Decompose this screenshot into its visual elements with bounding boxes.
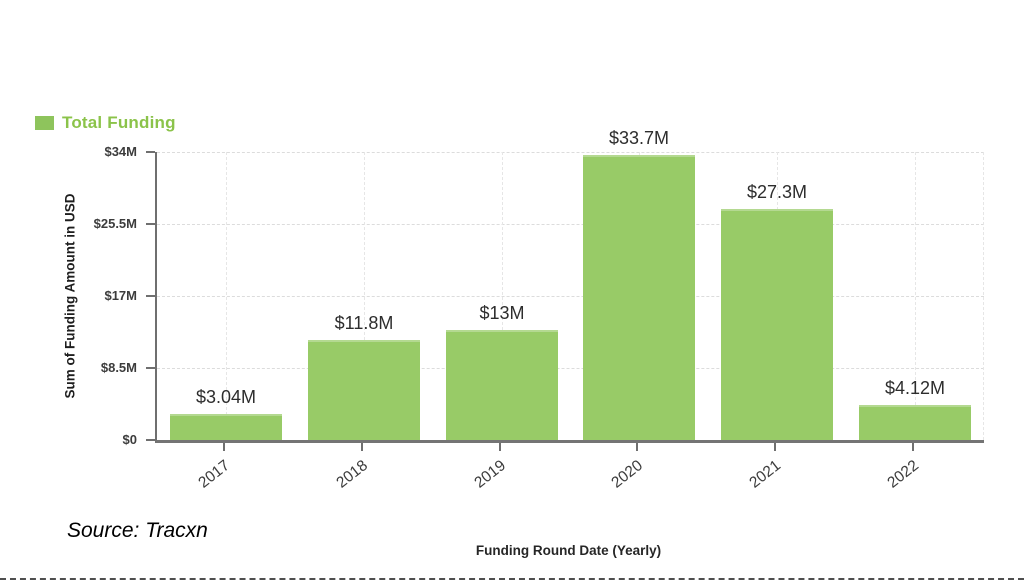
bar-value-label: $27.3M <box>746 182 808 202</box>
h-gridline <box>157 224 984 225</box>
y-tick-mark <box>146 367 155 369</box>
v-gridline <box>915 152 917 440</box>
x-tick-label: 2020 <box>607 457 646 492</box>
x-axis-tick-labels: 2017 2018 2019 2020 2021 2022 <box>155 443 982 518</box>
x-tick-mark <box>774 443 776 451</box>
h-gridline <box>157 152 984 153</box>
y-tick-label: $25.5M <box>93 216 137 231</box>
bar-value-label: $4.12M <box>884 378 946 398</box>
y-axis-tick-labels: $0 $8.5M $17M $25.5M $34M <box>0 144 147 447</box>
bar-value-label: $33.7M <box>608 128 670 148</box>
bar <box>308 340 420 440</box>
y-tick-label: $34M <box>104 144 137 159</box>
x-tick-mark <box>636 443 638 451</box>
v-gridline <box>225 152 227 440</box>
x-tick-mark <box>912 443 914 451</box>
x-axis-title: Funding Round Date (Yearly) <box>475 543 662 558</box>
source-credit: Source: Tracxn <box>67 519 208 542</box>
v-gridline <box>983 152 984 440</box>
h-gridline <box>157 368 984 369</box>
bar-value-label: $3.04M <box>195 387 257 407</box>
x-tick-label: 2022 <box>883 457 922 492</box>
x-tick-label: 2021 <box>745 457 784 492</box>
legend-item-total-funding[interactable]: Total Funding <box>35 113 176 133</box>
legend-swatch-icon <box>35 116 54 130</box>
y-tick-mark <box>146 295 155 297</box>
x-tick-mark <box>499 443 501 451</box>
bar <box>721 209 833 440</box>
y-tick-label: $8.5M <box>100 360 137 375</box>
bar-value-label: $11.8M <box>334 313 394 333</box>
legend-label: Total Funding <box>62 113 176 132</box>
x-tick-label: 2017 <box>194 457 233 492</box>
bar <box>859 405 971 440</box>
x-tick-label: 2018 <box>332 457 371 492</box>
y-tick-label: $0 <box>122 432 137 447</box>
y-tick-label: $17M <box>104 288 137 303</box>
y-tick-mark <box>146 223 155 225</box>
bar-value-label: $13M <box>479 303 525 323</box>
bar <box>446 330 558 440</box>
h-gridline <box>157 296 984 297</box>
v-gridline <box>363 152 365 440</box>
y-tick-mark <box>146 151 155 153</box>
x-tick-mark <box>361 443 363 451</box>
v-gridline <box>501 152 503 440</box>
x-tick-label: 2019 <box>470 457 509 492</box>
x-tick-mark <box>223 443 225 451</box>
y-tick-mark <box>146 439 155 441</box>
plot-area: $3.04M $11.8M $13M $33.7M $27.3M $4.12M <box>146 128 984 443</box>
bar <box>583 155 695 440</box>
bar <box>170 414 282 440</box>
